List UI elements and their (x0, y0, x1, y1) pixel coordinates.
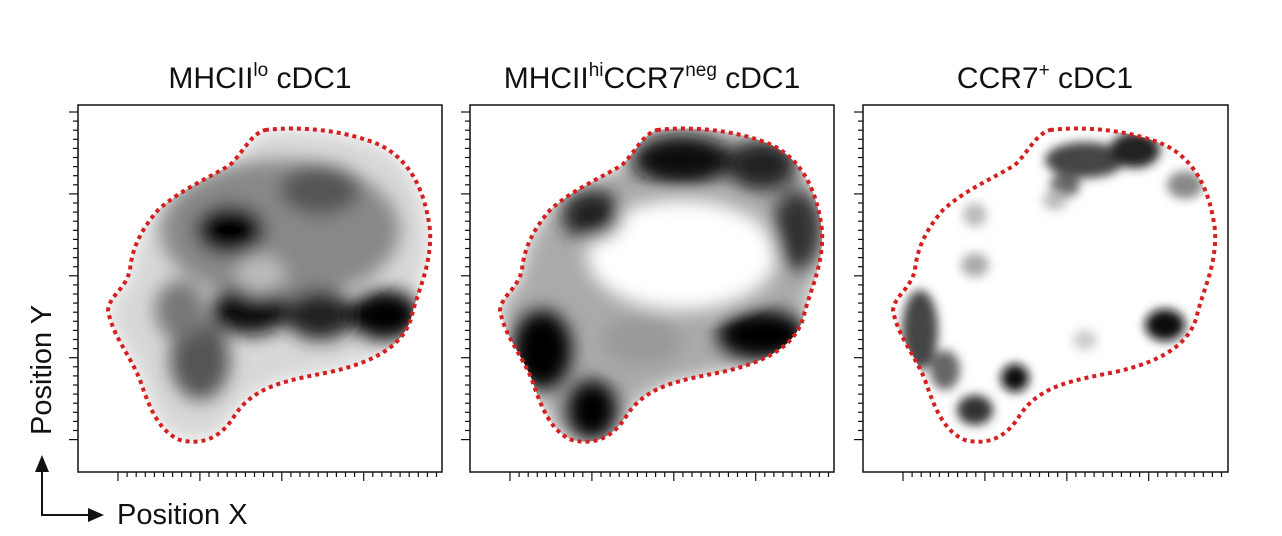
title-text: cDC1 (268, 62, 351, 95)
title-superscript: hi (589, 60, 604, 81)
title-text: CCR7 (957, 62, 1039, 95)
y-axis-label: Position Y (26, 305, 58, 435)
ticks (69, 111, 1223, 481)
density (500, 128, 823, 442)
axis-arrows (35, 455, 104, 522)
panel (77, 104, 443, 473)
title-text: MHCII (504, 62, 589, 95)
density (893, 128, 1216, 442)
title-text: cDC1 (1050, 62, 1133, 95)
panel-title: MHCIIlo cDC1 (168, 60, 351, 95)
title-text: cDC1 (717, 62, 800, 95)
title-superscript: neg (685, 60, 717, 81)
density (108, 128, 431, 442)
title-superscript: lo (253, 60, 268, 81)
title-text: MHCII (168, 62, 253, 95)
title-superscript: + (1039, 60, 1050, 81)
panel (862, 104, 1229, 473)
x-axis-label: Position X (117, 499, 248, 531)
panel-title: CCR7+ cDC1 (957, 60, 1133, 95)
title-text: CCR7 (604, 62, 686, 95)
panel (469, 104, 835, 473)
panel-title: MHCIIhiCCR7neg cDC1 (504, 60, 801, 95)
